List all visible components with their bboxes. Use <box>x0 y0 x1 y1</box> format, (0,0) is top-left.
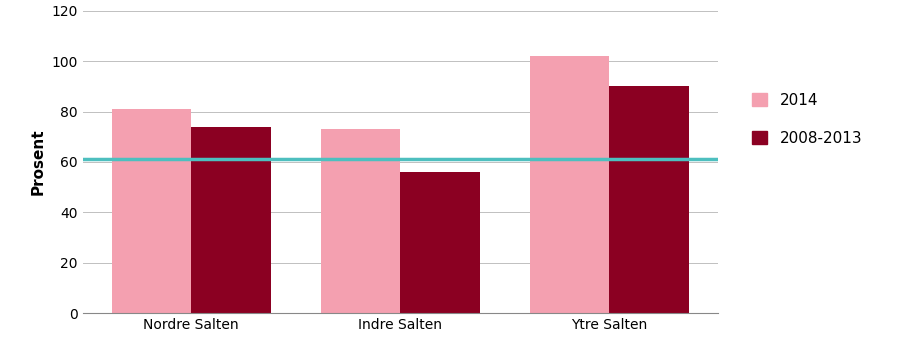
Bar <box>400 172 479 313</box>
Y-axis label: Prosent: Prosent <box>31 129 46 195</box>
Bar <box>111 109 191 313</box>
Bar <box>608 86 688 313</box>
Bar <box>321 129 400 313</box>
Bar <box>191 127 270 313</box>
Legend: 2014, 2008-2013: 2014, 2008-2013 <box>743 85 868 153</box>
Bar <box>529 56 608 313</box>
